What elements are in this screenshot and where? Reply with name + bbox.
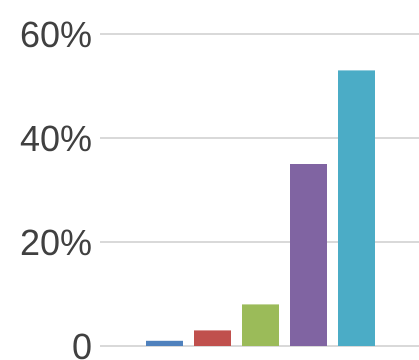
bar-4: [290, 164, 327, 346]
bars: [146, 70, 375, 347]
y-tick-label: 40%: [20, 118, 92, 159]
y-tick-label: 0: [72, 326, 92, 360]
y-tick-label: 20%: [20, 222, 92, 263]
bar-5: [338, 70, 375, 347]
y-tick-label: 60%: [20, 14, 92, 55]
bar-1: [146, 340, 183, 346]
bar-2: [194, 330, 231, 346]
y-axis-tick-labels: 0 20% 40% 60%: [20, 14, 92, 360]
bar-3: [242, 304, 279, 346]
